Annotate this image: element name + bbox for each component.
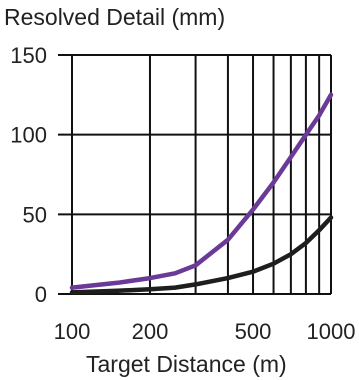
- y-tick-label-150: 150: [10, 43, 47, 68]
- series-layer: [72, 95, 331, 293]
- y-tick-labels: 0 50 100 150: [10, 43, 47, 307]
- x-tick-label-500: 500: [235, 319, 272, 344]
- x-axis-label: Target Distance (m): [86, 351, 287, 378]
- series-line-2: [72, 218, 331, 293]
- x-tick-labels: 100 200 500 1000: [54, 319, 356, 344]
- x-tick-label-100: 100: [54, 319, 91, 344]
- series-line-1: [72, 95, 331, 288]
- y-tick-label-0: 0: [35, 282, 47, 307]
- y-tick-label-50: 50: [23, 202, 47, 227]
- x-tick-label-1000: 1000: [307, 319, 356, 344]
- y-tick-label-100: 100: [10, 123, 47, 148]
- x-tick-label-200: 200: [132, 319, 169, 344]
